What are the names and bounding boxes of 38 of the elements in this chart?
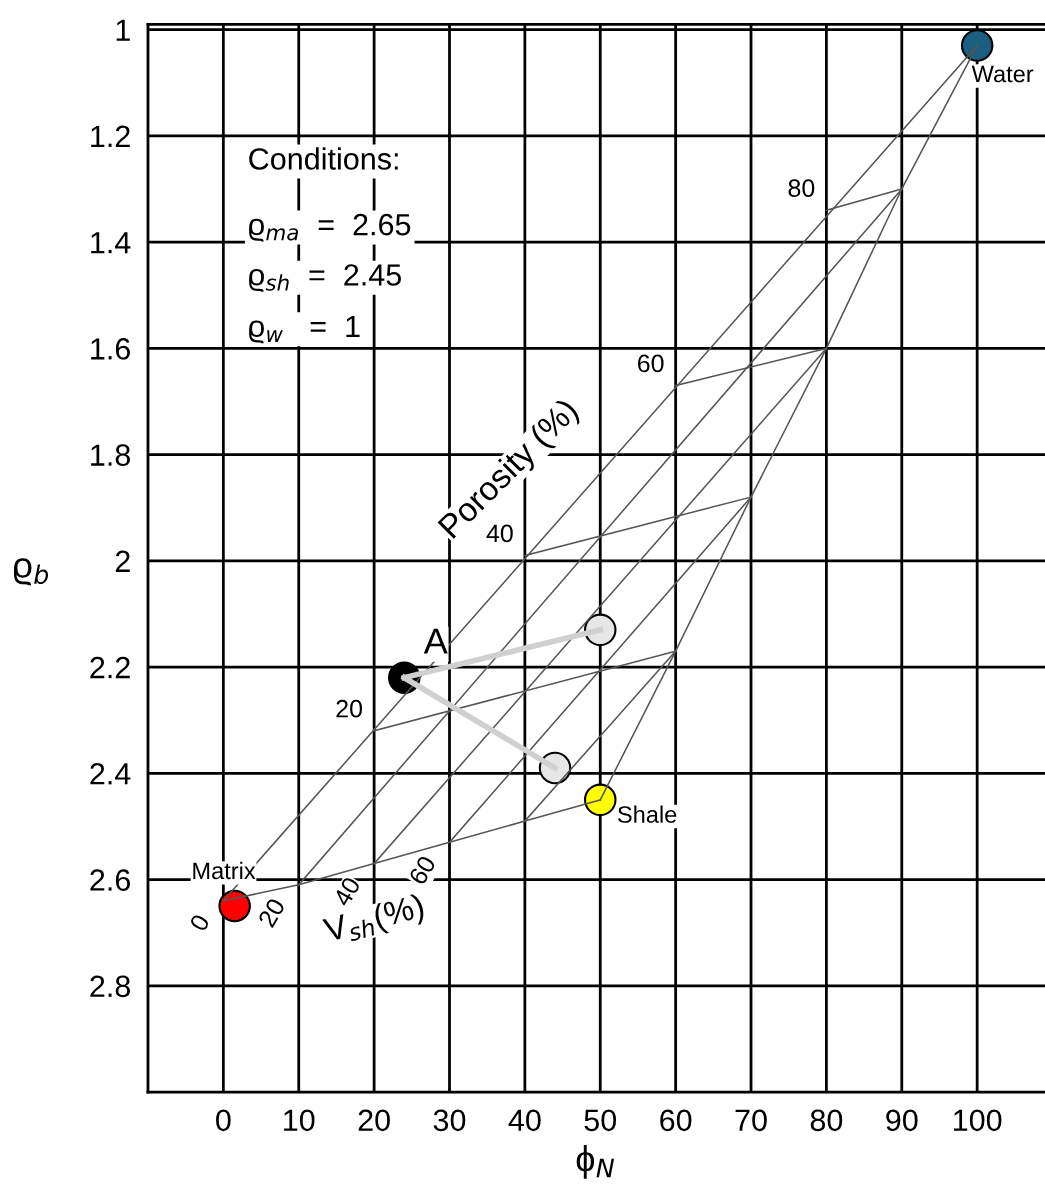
- x-tick-label: 40: [508, 1109, 541, 1132]
- x-tick-label: 10: [284, 1109, 315, 1132]
- annotation: 0: [188, 913, 211, 933]
- series-label: A: [423, 628, 448, 654]
- series-label: Water: [971, 65, 1034, 83]
- series-label: Shale: [618, 805, 677, 823]
- x-tick-label: 30: [433, 1109, 466, 1132]
- series-label: Matrix: [193, 861, 256, 880]
- y-tick-label: 2.6: [90, 869, 130, 891]
- x-tick-label: 60: [660, 1109, 692, 1132]
- x-tick-label: 0: [216, 1109, 231, 1132]
- y-tick-label: 1.2: [91, 125, 130, 147]
- text: ϱ$_{w}$ = 1: [249, 315, 360, 344]
- x-axis-title: ϕ$_{N}$: [576, 1145, 615, 1179]
- annotation: 40: [332, 875, 362, 908]
- annotation: ϱ$_{ma}$ = 2.65: [249, 213, 411, 242]
- annotation: 60: [637, 354, 664, 373]
- x-tick-label: 70: [735, 1109, 767, 1132]
- x-tick-label: 100: [954, 1109, 1002, 1132]
- y-tick-label: 2.2: [90, 656, 130, 679]
- x-tick-label: 80: [810, 1109, 843, 1132]
- y-tick-label: 1.6: [91, 338, 130, 360]
- x-tick-label: 50: [584, 1109, 617, 1132]
- y-tick-label: 2: [115, 550, 130, 572]
- y-tick-label: 2.4: [90, 763, 131, 785]
- y-tick-label: 1: [116, 19, 130, 41]
- annotation: 80: [788, 179, 815, 197]
- annotation: ϱ$_{sh}$ = 2.45: [249, 264, 401, 292]
- y-tick-label: 1.8: [91, 444, 130, 466]
- annotation: 20: [257, 897, 286, 929]
- annotation: 20: [336, 699, 363, 718]
- x-tick-label: 90: [886, 1109, 918, 1132]
- y-tick-label: 1.4: [91, 232, 131, 254]
- annotation: 60: [408, 854, 437, 886]
- y-axis-title: ϱ$_{b}$: [13, 558, 49, 586]
- y-tick-label: 2.8: [90, 975, 130, 998]
- annotation: Conditions:: [249, 147, 398, 170]
- x-tick-label: 20: [358, 1109, 390, 1132]
